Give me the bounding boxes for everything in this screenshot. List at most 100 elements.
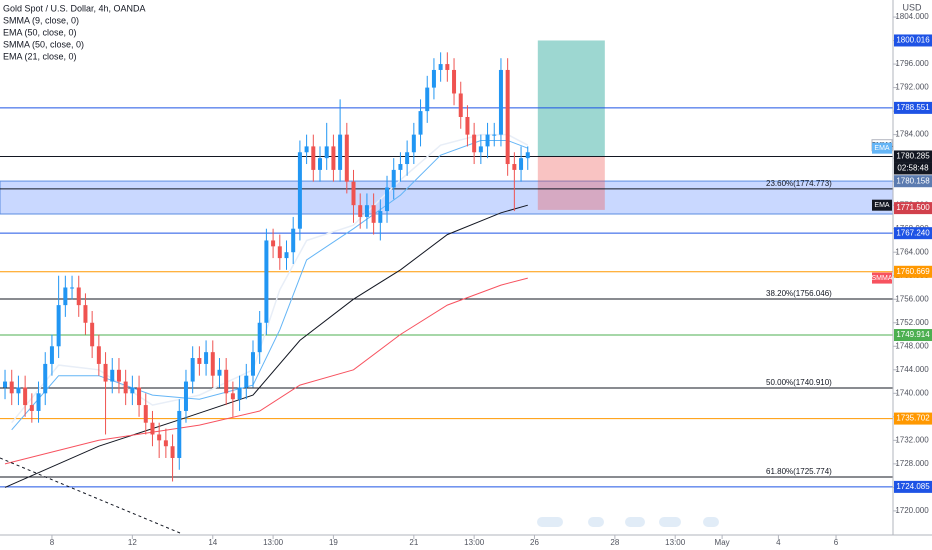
candle-body	[36, 393, 41, 411]
y-tick-label: 1720.000	[895, 506, 929, 515]
candle-body	[49, 346, 54, 364]
candle-body	[338, 134, 343, 170]
price-label: 1771.500	[896, 203, 930, 212]
candle-body	[371, 205, 376, 223]
candle-body	[277, 246, 282, 259]
indicator-tag-bg	[872, 199, 892, 211]
candle-body	[398, 164, 403, 170]
candle-body	[250, 352, 255, 376]
candle-body	[331, 146, 336, 170]
candle-body	[63, 287, 68, 306]
candle-body	[351, 181, 356, 206]
y-tick-label: 1732.000	[895, 435, 929, 444]
indicator-tag: SMMA	[872, 275, 893, 282]
legend-entry: EMA (21, close, 0)	[3, 51, 77, 61]
event-icon	[703, 517, 719, 527]
y-tick-label: 1804.000	[895, 12, 929, 21]
x-tick-label: 13:00	[263, 538, 284, 547]
x-tick-label: 28	[610, 538, 619, 547]
price-label: 1724.085	[896, 482, 930, 491]
x-tick-label: 21	[409, 538, 418, 547]
candle-body	[183, 381, 188, 411]
candle-body	[197, 358, 202, 364]
countdown-bg	[894, 162, 932, 175]
indicator-tag: EMA	[874, 202, 890, 209]
candle-body	[344, 134, 349, 182]
candle-body	[163, 440, 168, 447]
candle-body	[297, 152, 302, 229]
price-label: 1735.702	[896, 414, 930, 423]
price-label: 1780.158	[896, 176, 930, 185]
candle-body	[110, 369, 115, 382]
y-tick-label: 1796.000	[895, 59, 929, 68]
candle-body	[264, 240, 269, 323]
price-label-bg	[894, 265, 932, 278]
x-tick-label: 13:00	[464, 538, 485, 547]
price-label-bg	[894, 150, 932, 163]
x-tick-label: 26	[530, 538, 539, 547]
candle-body	[56, 305, 61, 347]
candle-body	[452, 69, 457, 94]
price-label: 1800.016	[896, 36, 930, 45]
currency-label: USD	[902, 2, 922, 12]
candle-body	[438, 64, 443, 70]
candle-body	[364, 205, 369, 217]
candle-body	[378, 211, 383, 223]
candle-body	[177, 410, 182, 458]
indicator-line	[4, 204, 528, 488]
plot-area: 23.60%(1774.773) 38.20%(1756.046) 50.00%(1…	[0, 40, 894, 488]
price-label-bg	[894, 480, 932, 493]
event-icon	[537, 517, 563, 527]
candle-body	[123, 381, 128, 394]
candle-body	[224, 369, 229, 394]
candle-body	[498, 69, 503, 135]
y-tick-label: 1784.000	[895, 130, 929, 139]
legend-entry: SMMA (50, close, 0)	[3, 39, 84, 49]
candle-body	[465, 116, 470, 135]
y-tick-label: 1752.000	[895, 318, 929, 327]
candle-body	[458, 93, 463, 117]
x-tick-label: 19	[329, 538, 338, 547]
candle-body	[271, 240, 276, 247]
y-tick-label: 1748.000	[895, 341, 929, 350]
candle-body	[204, 352, 209, 364]
candle-body	[291, 228, 296, 253]
event-icon	[659, 517, 681, 527]
x-tick-label: 8	[50, 538, 55, 547]
candle-body	[143, 405, 148, 423]
legend-entry: SMMA (9, close, 0)	[3, 15, 79, 25]
event-icons	[537, 517, 719, 527]
candle-body	[411, 134, 416, 153]
candle-body	[492, 134, 497, 136]
y-tick-label: 1792.000	[895, 83, 929, 92]
candle-body	[83, 305, 88, 323]
price-label: 1780.285	[896, 152, 930, 161]
price-label: 1767.240	[896, 228, 930, 237]
y-tick-label: 1740.000	[895, 388, 929, 397]
candle-body	[230, 393, 235, 400]
x-tick-label: 12	[128, 538, 137, 547]
price-label-bg	[894, 34, 932, 47]
candle-body	[505, 69, 510, 165]
price-label-bg	[894, 202, 932, 215]
trend-line	[0, 457, 181, 534]
candle-body	[391, 169, 396, 188]
x-tick-label: 4	[776, 538, 781, 547]
candle-body	[472, 134, 477, 153]
candle-body	[130, 387, 135, 394]
candle-body	[324, 146, 329, 159]
event-icon	[588, 517, 604, 527]
candle-body	[190, 358, 195, 382]
candle-body	[385, 187, 390, 212]
candle-body	[431, 69, 436, 88]
event-icon	[625, 517, 645, 527]
x-tick-label: May	[715, 538, 730, 547]
candle-body	[284, 252, 289, 259]
candle-body	[43, 363, 48, 394]
candle-body	[237, 387, 242, 400]
candle-body	[103, 363, 108, 382]
y-tick-label: 1756.000	[895, 294, 929, 303]
price-label-bg	[894, 227, 932, 240]
candle-body	[358, 205, 363, 217]
